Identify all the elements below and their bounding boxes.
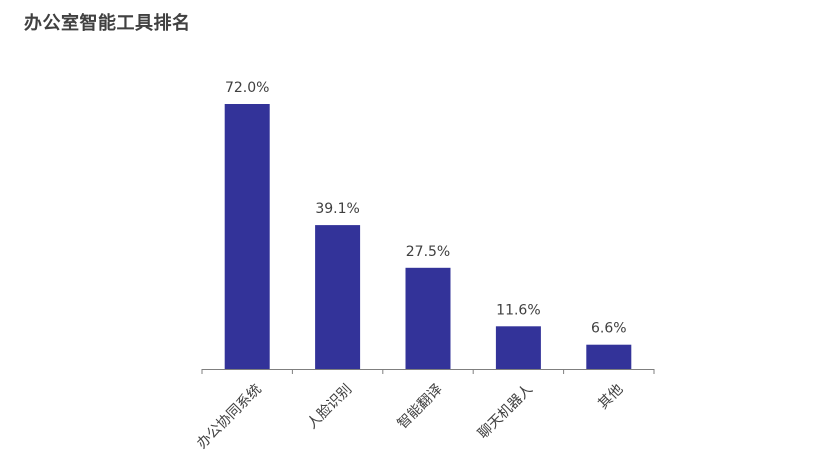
value-label-2: 27.5% [406,244,450,260]
bar-2 [405,267,451,369]
category-labels-layer: 办公协同系统 人脸识别 智能翻译 聊天机器人 其他 [194,381,626,452]
value-labels-layer: 72.0% 39.1% 27.5% 11.6% 6.6% [225,80,627,337]
bar-3 [495,326,541,369]
value-label-0: 72.0% [225,80,269,96]
bars-layer [224,104,632,369]
category-label-4: 其他 [595,381,626,412]
bar-4 [586,344,632,369]
value-label-3: 11.6% [496,302,540,318]
category-label-3: 聊天机器人 [475,381,536,442]
category-label-1: 人脸识别 [304,381,355,432]
value-label-4: 6.6% [591,321,627,337]
category-label-0: 办公协同系统 [194,381,265,452]
category-label-2: 智能翻译 [395,381,446,432]
bar-1 [315,225,361,369]
x-axis [201,369,655,374]
chart-title: 办公室智能工具排名 [24,13,191,34]
bar-0 [224,104,270,369]
value-label-1: 39.1% [315,201,359,217]
